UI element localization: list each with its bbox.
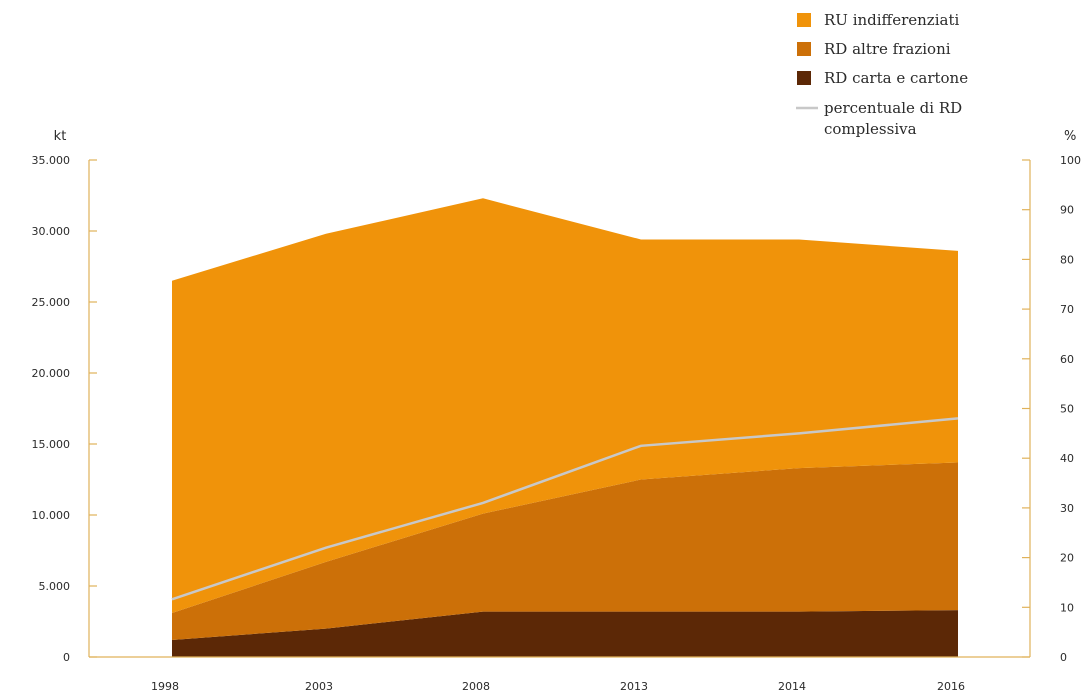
percentage-line-group — [171, 417, 959, 601]
left-tick-label: 5.000 — [39, 580, 71, 593]
left-tick-label: 35.000 — [32, 154, 71, 167]
left-tick-label: 20.000 — [32, 367, 71, 380]
legend-label-rd-altre-frazioni: RD altre frazioni — [824, 40, 951, 58]
legend-label-line: complessiva — [824, 120, 917, 138]
legend-swatch-ru-indifferenziati — [797, 13, 811, 27]
right-tick-label: 10 — [1060, 601, 1074, 614]
x-tick-label: 2003 — [305, 680, 333, 691]
right-tick-label: 70 — [1060, 303, 1074, 316]
legend-label-rd-carta-e-cartone: RD carta e cartone — [824, 69, 968, 87]
right-tick-label: 30 — [1060, 502, 1074, 515]
right-axis-unit: % — [1064, 129, 1076, 144]
legend-swatch-rd-carta-e-cartone — [797, 71, 811, 85]
right-tick-label: 0 — [1060, 651, 1067, 664]
x-tick-label: 2013 — [620, 680, 648, 691]
left-tick-label: 0 — [63, 651, 70, 664]
right-tick-label: 100 — [1060, 154, 1081, 167]
legend-label-line: percentuale di RD — [824, 99, 962, 117]
area-ru-indifferenziati — [172, 198, 958, 614]
area-rd-carta-e-cartone — [172, 610, 958, 657]
legend-swatch-rd-altre-frazioni — [797, 42, 811, 56]
left-tick-label: 10.000 — [32, 509, 71, 522]
right-tick-label: 40 — [1060, 452, 1074, 465]
legend: RU indifferenziati RD altre frazioni RD ca… — [796, 11, 968, 138]
right-tick-label: 60 — [1060, 353, 1074, 366]
left-tick-label: 15.000 — [32, 438, 71, 451]
x-tick-label: 2016 — [937, 680, 965, 691]
x-tick-label: 2014 — [778, 680, 806, 691]
x-tick-label: 2008 — [462, 680, 490, 691]
left-tick-label: 25.000 — [32, 296, 71, 309]
axes: 0 5.000 10.000 15.000 20.000 25.000 30.000 35.0… — [32, 129, 1082, 691]
right-tick-label: 90 — [1060, 204, 1074, 217]
percentage-line — [171, 417, 959, 601]
left-tick-label: 30.000 — [32, 225, 71, 238]
area-rd-altre-frazioni — [172, 462, 958, 640]
right-tick-label: 50 — [1060, 403, 1074, 416]
area-layers — [172, 198, 958, 657]
right-tick-label: 80 — [1060, 253, 1074, 266]
left-axis-unit: kt — [54, 129, 67, 144]
right-tick-label: 20 — [1060, 552, 1074, 565]
x-tick-label: 1998 — [151, 680, 179, 691]
legend-label-ru-indifferenziati: RU indifferenziati — [824, 11, 959, 29]
